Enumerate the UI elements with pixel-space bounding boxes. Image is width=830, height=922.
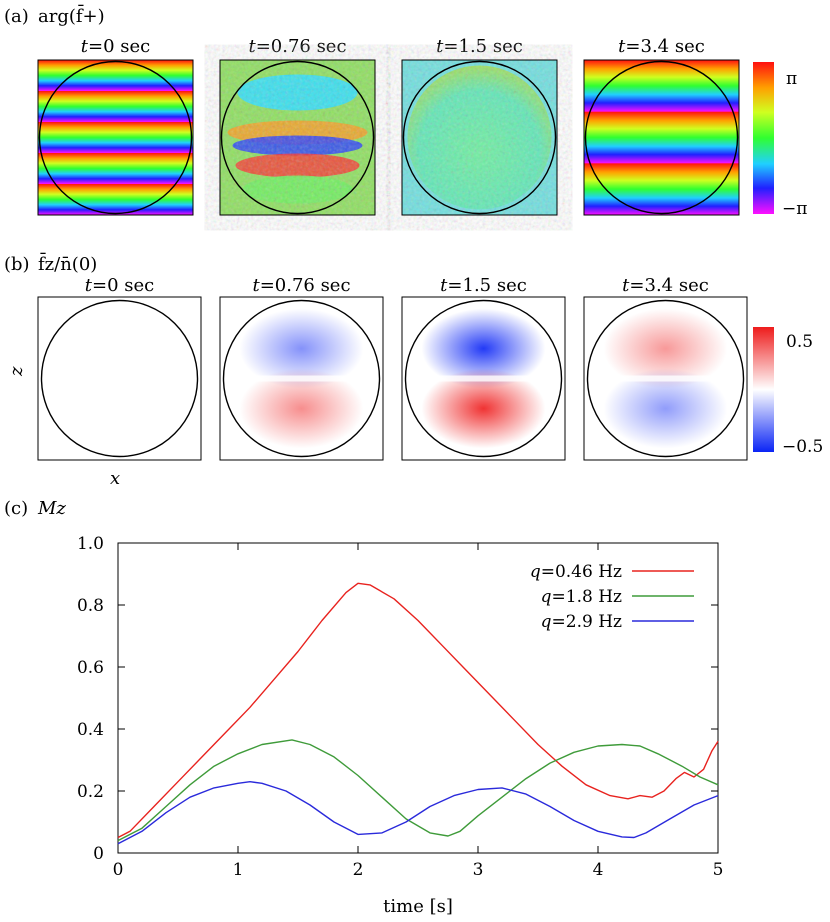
trap-boundary	[38, 60, 193, 215]
phase-frame: t=3.4 sec	[583, 36, 740, 216]
density-frame-title: t=1.5 sec	[440, 275, 527, 296]
density-frame-title: t=3.4 sec	[622, 275, 709, 296]
density-frame: t=3.4 sec	[583, 275, 748, 461]
phase-frame-title: t=0 sec	[81, 36, 150, 57]
density-frame: t=0 sec	[37, 275, 202, 461]
y-tick-label: 1.0	[77, 534, 104, 554]
y-tick-label: 0.6	[77, 658, 104, 678]
density-map	[37, 296, 202, 461]
legend-label: q=2.9 Hz	[541, 612, 622, 632]
density-colorbar-min: −0.5	[782, 437, 823, 457]
series-line	[117, 739, 719, 842]
y-tick-label: 0	[93, 844, 104, 864]
series-line	[117, 781, 719, 845]
y-tick-label: 0.2	[77, 782, 104, 802]
phase-colorbar	[753, 62, 774, 214]
trap-boundary	[40, 299, 199, 458]
trap-boundary	[220, 60, 375, 215]
legend: q=0.46 Hz q=1.8 Hz q=2.9 Hz	[530, 562, 694, 632]
phase-colorbar-min: −π	[782, 199, 807, 219]
density-frame-title: t=0 sec	[85, 275, 154, 296]
density-frame-title: t=0.76 sec	[252, 275, 350, 296]
axis-ticks: 0 1 2 3 4 5 0 0.2 0.4 0.6 0.8 1.0	[77, 534, 723, 880]
axis-z-label: z	[6, 366, 27, 377]
trap-boundary	[586, 299, 745, 458]
axis-x-label: x	[110, 468, 120, 489]
panel-c-quantity: Mz	[37, 498, 66, 519]
density-colorbar-max: 0.5	[786, 332, 813, 352]
trap-boundary	[404, 299, 563, 458]
x-axis-title: time [s]	[383, 896, 453, 917]
density-frame: t=1.5 sec	[401, 275, 566, 461]
trap-boundary	[222, 299, 381, 458]
legend-label: q=1.8 Hz	[541, 587, 622, 607]
y-tick-label: 0.8	[77, 596, 104, 616]
density-colorbar	[753, 327, 774, 452]
density-frames: t=0 sec t=0.76 sec t=1.5 sec t=3.4 sec	[37, 275, 748, 461]
phase-frame: t=0 sec	[37, 36, 194, 216]
x-tick-label: 4	[593, 860, 604, 880]
panel-a-label: (a)	[4, 6, 29, 27]
y-tick-label: 0.4	[77, 720, 104, 740]
plot-frame	[117, 542, 719, 854]
phase-frame-title: t=3.4 sec	[618, 36, 705, 57]
x-tick-label: 2	[353, 860, 364, 880]
x-tick-label: 1	[233, 860, 244, 880]
phase-frame-title: t=0.76 sec	[248, 36, 346, 57]
trap-boundary	[584, 60, 739, 215]
x-tick-label: 0	[113, 860, 124, 880]
panel-b-label: (b)	[4, 254, 30, 275]
phase-frame: t=0.76 sec	[219, 36, 376, 216]
phase-colorbar-max: π	[786, 69, 797, 89]
density-frame: t=0.76 sec	[219, 275, 384, 461]
x-tick-label: 5	[713, 860, 724, 880]
x-tick-label: 3	[473, 860, 484, 880]
phase-frames: t=0 sec t=0.76 sec t=1.5 sec t=3.4 sec	[37, 36, 740, 216]
series-line	[117, 582, 719, 839]
panel-c-label: (c)	[4, 498, 28, 519]
phase-frame-title: t=1.5 sec	[436, 36, 523, 57]
phase-map	[38, 60, 193, 215]
phase-frame: t=1.5 sec	[401, 36, 558, 216]
legend-label: q=0.46 Hz	[530, 562, 622, 582]
trap-boundary	[402, 60, 557, 215]
panel-b-quantity: f̄z/n̄(0)	[38, 251, 97, 275]
panel-a-quantity: arg(f̄+)	[38, 3, 105, 27]
series-lines	[117, 582, 719, 845]
phase-map	[584, 60, 739, 215]
